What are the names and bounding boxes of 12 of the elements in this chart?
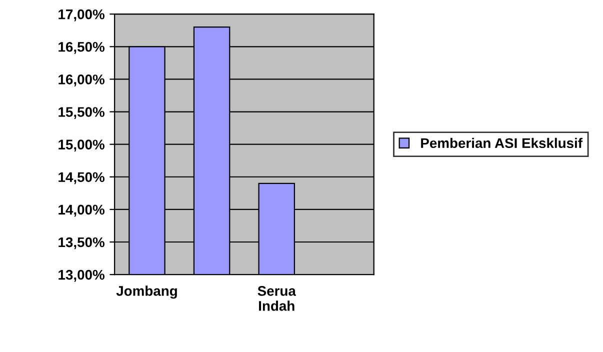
y-tick-label: 15,00%	[58, 140, 104, 152]
y-tick-label: 15,50%	[58, 107, 104, 119]
y-tick-label: 13,00%	[58, 270, 104, 282]
x-tick-label: Jombang	[116, 286, 177, 299]
y-tick-label: 14,00%	[58, 204, 104, 217]
y-tick-label: 17,00%	[58, 9, 104, 22]
y-tick-label: 16,50%	[58, 42, 104, 54]
y-tick-label: 13,50%	[58, 237, 104, 250]
legend-label: Pemberian ASI Eksklusif	[421, 138, 583, 148]
y-tick-label: 14,50%	[58, 172, 104, 184]
x-tick-label: Serua Indah	[258, 286, 296, 311]
y-tick-label: 16,00%	[58, 74, 104, 86]
